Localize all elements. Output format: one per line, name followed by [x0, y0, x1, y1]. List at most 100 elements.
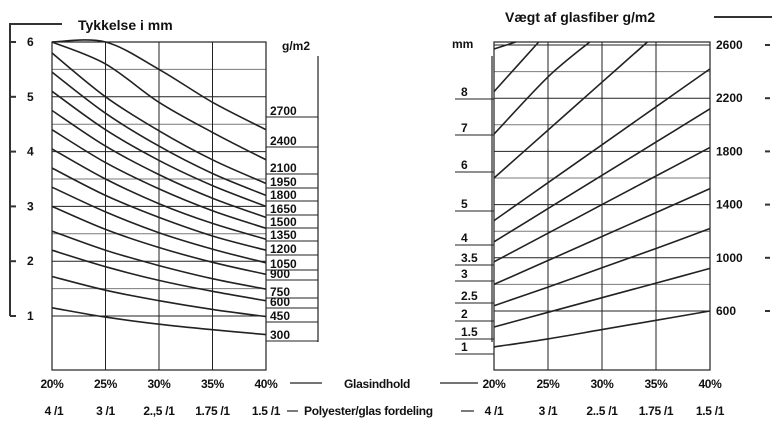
left-curve-label: 1650 — [270, 202, 297, 216]
right-curve-label: 1.5 — [461, 325, 478, 339]
left-x-tick-ratio-label: 3 /1 — [96, 404, 115, 418]
right-y-ticks: 2600 2200 1800 1400 1000 600 — [716, 38, 770, 318]
left-curve-2700 — [51, 39, 267, 131]
left-curve-1200 — [51, 167, 267, 251]
left-y-tick-label: 6 — [27, 35, 34, 49]
left-curve-1050 — [51, 186, 267, 264]
left-x-tick-label: 35% — [201, 377, 225, 391]
bottom-axis: 20% 25% 30% 35% 40% 4 /1 3 /1 2.,5 /1 1.75 /1 1.… — [40, 377, 725, 418]
right-x-tick-ratio-label: 3 /1 — [539, 404, 558, 418]
right-curve-1 — [493, 310, 711, 348]
left-curves — [51, 39, 267, 336]
left-curve-1350 — [51, 148, 267, 241]
left-curve-label: 2100 — [270, 161, 297, 175]
left-y-tick-label: 4 — [27, 145, 34, 159]
left-y-tick-label: 2 — [27, 254, 34, 268]
right-x-tick-label: 25% — [536, 377, 560, 391]
left-x-tick-label: 25% — [94, 377, 118, 391]
left-curve-unit-label: g/m2 — [282, 39, 310, 53]
left-x-tick-ratio-label: 4 /1 — [45, 404, 64, 418]
left-curve-label: 300 — [270, 328, 290, 342]
right-curve-label: 6 — [461, 158, 468, 172]
left-x-tick-label: 30% — [147, 377, 171, 391]
right-x-ticks: 20% 25% 30% 35% 40% — [482, 377, 722, 391]
right-y-tick-label: 2600 — [716, 38, 743, 52]
left-x-tick-label: 40% — [254, 377, 278, 391]
left-x-ticks: 20% 25% 30% 35% 40% — [40, 377, 278, 391]
right-curve-8 — [493, 41, 517, 50]
x-axis-label-ratio: Polyester/glas fordeling — [304, 404, 433, 418]
right-curve-labels: 11.5 2 2.5 3 3.5 4 5 6 7 8 — [455, 85, 494, 355]
right-x-tick-ratio-label: 1.5 /1 — [696, 404, 725, 418]
left-curve-600 — [51, 249, 267, 302]
right-curve-label: 3 — [461, 267, 468, 281]
left-x-tick-label: 20% — [40, 377, 64, 391]
right-curve-label: 4 — [461, 231, 468, 245]
left-curve-1950 — [51, 71, 267, 197]
left-title-bracket — [9, 23, 62, 316]
left-curve-label: 1800 — [270, 188, 297, 202]
right-curve-5 — [493, 41, 648, 179]
right-curve-label: 3.5 — [461, 251, 478, 265]
left-curve-label: 1950 — [270, 175, 297, 189]
left-grid — [51, 41, 267, 371]
right-curve-3 — [493, 146, 711, 263]
left-curve-900 — [51, 205, 267, 276]
right-x-tick-ratio-label: 2..5 /1 — [586, 404, 618, 418]
right-curve-label: 2 — [461, 307, 468, 321]
left-x-tick-ratio-label: 1.5 /1 — [252, 404, 281, 418]
left-x-tick-ratio-label: 2.,5 /1 — [143, 404, 175, 418]
left-curve-labels: 3004506007509001050120013501500165018001… — [266, 104, 318, 342]
right-curve-label: 5 — [461, 197, 468, 211]
right-curve-3.5 — [493, 108, 711, 243]
left-curve-label: 750 — [270, 285, 290, 299]
left-x-ticks-ratio: 4 /1 3 /1 2.,5 /1 1.75 /1 1.5 /1 — [45, 404, 281, 418]
right-chart: Vægt af glasfiber g/m2 mm 26002200180014… — [452, 9, 772, 371]
left-curve-label: 450 — [270, 309, 290, 323]
left-curve-label: 1050 — [270, 257, 297, 271]
left-curve-1500 — [51, 129, 267, 230]
right-chart-title: Vægt af glasfiber g/m2 — [505, 9, 655, 25]
right-curve-4 — [493, 68, 711, 222]
left-curve-2400 — [51, 41, 267, 161]
right-curve-unit-label: mm — [452, 37, 473, 51]
right-y-tick-label: 2200 — [716, 91, 743, 105]
left-curve-750 — [51, 230, 267, 290]
left-curve-300 — [51, 307, 267, 336]
left-chart-title: Tykkelse i mm — [78, 17, 173, 33]
right-curve-1.5 — [493, 267, 711, 328]
left-curve-2100 — [51, 52, 267, 185]
right-x-tick-label: 20% — [482, 377, 506, 391]
x-axis-label: Glasindhold — [344, 377, 410, 391]
left-curve-label: 1500 — [270, 215, 297, 229]
left-curve-450 — [51, 275, 267, 318]
left-y-ticks: 6 5 4 3 2 1 — [10, 35, 34, 323]
left-y-tick-label: 3 — [27, 199, 34, 213]
right-curve-label: 1 — [461, 340, 468, 354]
right-y-tick-label: 1800 — [716, 144, 743, 158]
right-x-ticks-ratio: 4 /1 3 /1 2..5 /1 1.75 /1 1.5 /1 — [485, 404, 725, 418]
right-x-tick-label: 40% — [698, 377, 722, 391]
right-curve-label: 7 — [461, 121, 468, 135]
right-curve-2.5 — [493, 187, 711, 286]
left-x-tick-ratio-label: 1.75 /1 — [195, 404, 230, 418]
right-x-tick-label: 35% — [644, 377, 668, 391]
left-curve-label: 1200 — [270, 242, 297, 256]
left-curve-label: 1350 — [270, 228, 297, 242]
right-curve-label: 8 — [461, 85, 468, 99]
left-curve-1650 — [51, 109, 267, 219]
left-y-tick-label: 5 — [27, 90, 34, 104]
left-curve-label: 2700 — [270, 104, 297, 118]
right-curve-2 — [493, 227, 711, 307]
right-y-tick-label: 600 — [716, 304, 736, 318]
right-grid — [493, 41, 711, 371]
left-y-tick-label: 1 — [27, 309, 34, 323]
right-x-tick-label: 30% — [590, 377, 614, 391]
right-y-tick-label: 1000 — [716, 251, 743, 265]
right-curves — [493, 41, 711, 348]
left-curve-label: 2400 — [270, 134, 297, 148]
left-curve-1800 — [51, 90, 267, 208]
